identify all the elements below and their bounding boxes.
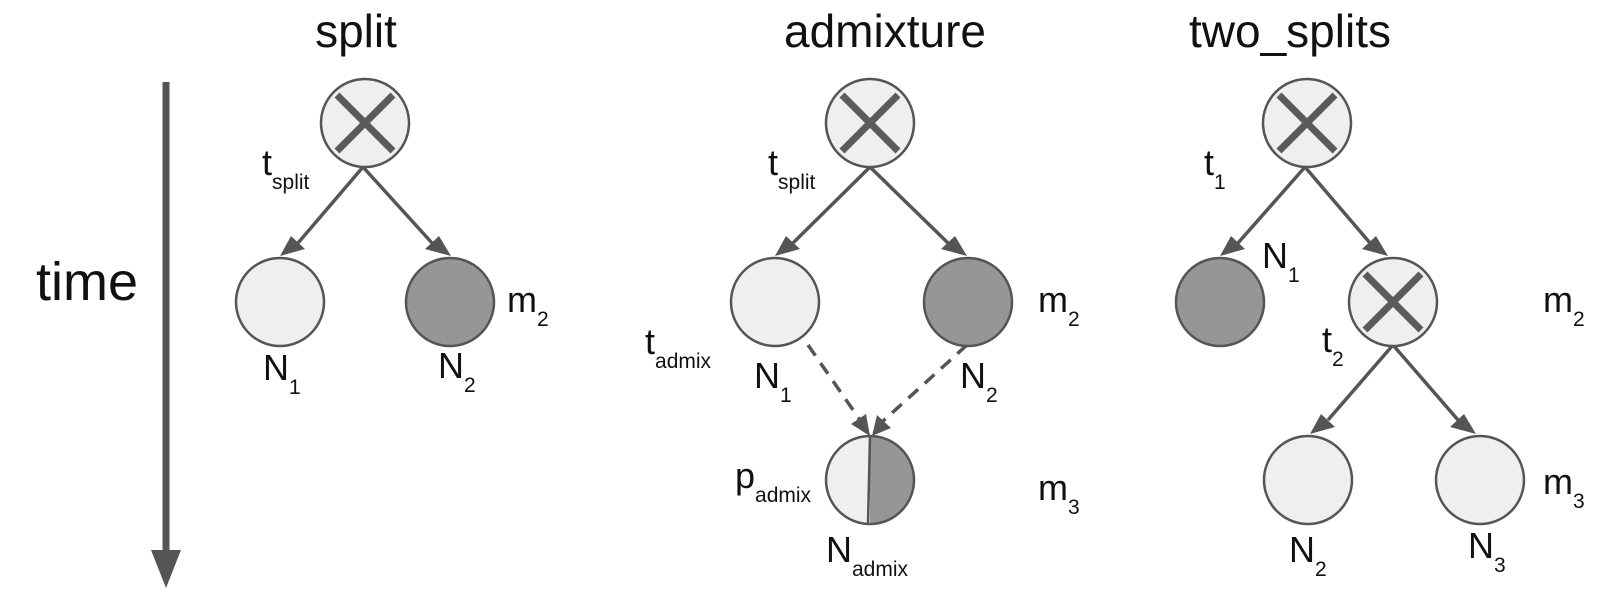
split-node-n1 xyxy=(234,256,326,348)
admixture-node-admix xyxy=(824,434,916,526)
panel-split-title: split xyxy=(315,5,397,57)
panel-admixture-title: admixture xyxy=(784,5,986,57)
two-splits-n2-label: N2 xyxy=(1289,529,1327,581)
split-edge-left xyxy=(296,165,365,245)
time-axis-label: time xyxy=(36,252,138,312)
admixture-dashed-arrowhead-right xyxy=(872,415,891,436)
admixture-m2-label: m2 xyxy=(1038,279,1080,331)
two-splits-arrowhead2-right xyxy=(1450,414,1476,434)
two-splits-arrowhead-right xyxy=(1362,236,1388,256)
admixture-arrowhead-right xyxy=(941,236,967,256)
panel-two-splits: two_splits t1 N1 t2 N2 xyxy=(1174,5,1585,581)
admixture-edge-right xyxy=(868,165,950,245)
admixture-arrowhead-left xyxy=(775,236,800,256)
two-splits-t1-label: t1 xyxy=(1204,142,1226,194)
admixture-root-node xyxy=(824,77,916,169)
split-arrowhead-left xyxy=(280,236,305,256)
two-splits-root-node xyxy=(1261,77,1353,169)
admixture-dashed-edge-right xyxy=(880,343,969,424)
two-splits-m2-label: m2 xyxy=(1543,279,1585,331)
two-splits-edge-right xyxy=(1303,165,1372,245)
admixture-m3-label: m3 xyxy=(1038,467,1080,519)
two-splits-edge2-right xyxy=(1391,343,1460,422)
split-n2-label: N2 xyxy=(438,345,476,397)
two-splits-n1-label: N1 xyxy=(1262,235,1300,287)
two-splits-arrowhead-left xyxy=(1220,236,1245,256)
admixture-dashed-edge-left xyxy=(806,344,862,421)
admixture-t-admix-label: tadmix xyxy=(645,321,712,373)
two-splits-node-n1 xyxy=(1174,256,1266,348)
split-edge-right xyxy=(361,165,434,245)
admixture-edge-left xyxy=(791,165,872,245)
panel-two-splits-title: two_splits xyxy=(1189,5,1391,57)
admixture-n-admix-label: Nadmix xyxy=(826,529,909,581)
two-splits-n3-label: N3 xyxy=(1468,525,1506,577)
split-node-n2 xyxy=(404,256,496,348)
two-splits-arrowhead2-left xyxy=(1310,414,1335,434)
split-root-node xyxy=(319,77,411,169)
split-n1-label: N1 xyxy=(263,347,301,399)
time-axis: time xyxy=(36,82,181,588)
two-splits-node-n3 xyxy=(1434,434,1526,526)
admixture-n2-label: N2 xyxy=(960,355,998,407)
two-splits-edge-left xyxy=(1236,165,1307,245)
split-m2-label: m2 xyxy=(507,279,549,331)
time-arrowhead xyxy=(151,550,181,588)
split-arrowhead-right xyxy=(425,236,451,256)
admixture-n1-label: N1 xyxy=(754,355,792,407)
two-splits-edge2-left xyxy=(1326,343,1395,422)
admixture-node-n2 xyxy=(922,256,1014,348)
admixture-t-split-label: tsplit xyxy=(768,142,816,194)
two-splits-t2-label: t2 xyxy=(1322,319,1344,371)
panel-split: split tsplit N1 N2 m2 xyxy=(234,5,549,399)
two-splits-m3-label: m3 xyxy=(1543,461,1585,513)
admixture-dashed-arrowhead-left xyxy=(851,414,870,436)
admixture-p-admix-label: padmix xyxy=(735,455,812,507)
admixture-node-n1 xyxy=(729,256,821,348)
two-splits-intermediate-node xyxy=(1347,256,1439,348)
two-splits-node-n2 xyxy=(1262,434,1354,526)
panel-admixture: admixture tsplit tadmix N1 N2 xyxy=(645,5,1080,581)
split-t-split-label: tsplit xyxy=(262,142,310,194)
